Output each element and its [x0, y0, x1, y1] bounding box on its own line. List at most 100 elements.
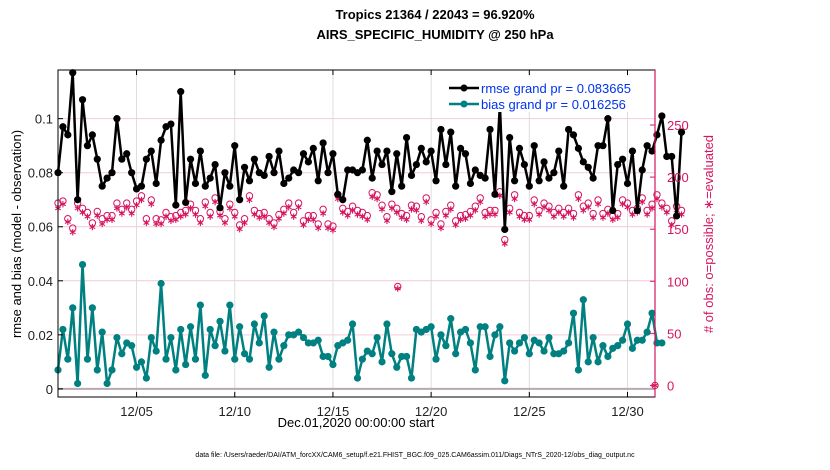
obs-evaluated-marker [555, 209, 562, 216]
bias-point [113, 333, 121, 342]
bias-point [88, 304, 96, 312]
obs-evaluated-marker [369, 193, 376, 201]
bias-point [501, 377, 509, 385]
obs-evaluated-marker [521, 216, 528, 224]
bias-point [466, 339, 475, 347]
obs-evaluated-marker [432, 213, 440, 220]
rmse-point [564, 125, 573, 134]
rmse-point [128, 169, 136, 177]
rmse-point [186, 155, 195, 163]
obs-evaluated-marker [550, 213, 557, 220]
obs-evaluated-marker [477, 198, 484, 206]
rmse-point [417, 144, 425, 152]
obs-evaluated-marker [349, 207, 356, 214]
rmse-point [618, 155, 627, 163]
obs-evaluated-marker [59, 200, 66, 208]
rmse-point [329, 150, 337, 158]
obs-evaluated-marker [604, 210, 611, 217]
obs-evaluated-marker [74, 205, 81, 212]
obs-evaluated-marker [108, 216, 116, 224]
rmse-point [407, 171, 416, 179]
bias-point [452, 350, 460, 358]
obs-evaluated-marker [172, 216, 179, 224]
data-file-footnote: data file: /Users/raeder/DAI/ATM_forcXX/… [195, 452, 635, 459]
obs-evaluated-marker [658, 204, 665, 211]
rmse-point [481, 174, 489, 182]
y-tick-label: 0 [46, 382, 53, 397]
obs-evaluated-marker [639, 198, 646, 206]
obs-evaluated-marker [393, 209, 400, 216]
obs-evaluated-marker [167, 217, 174, 225]
bias-point [393, 363, 401, 371]
bias-point [589, 333, 597, 342]
bias-point [162, 355, 170, 363]
bias-point [186, 323, 195, 331]
rmse-point [113, 115, 121, 123]
bias-point [461, 325, 470, 334]
rmse-point [466, 179, 475, 188]
rmse-point [172, 201, 180, 209]
obs-evaluated-marker [113, 205, 120, 212]
obs-evaluated-marker [69, 229, 76, 236]
bias-point [535, 339, 543, 347]
obs-evaluated-marker [275, 215, 282, 222]
bias-point [638, 336, 646, 344]
bias-point [275, 355, 283, 363]
obs-evaluated-marker [614, 214, 621, 221]
obs-evaluated-marker [590, 214, 597, 221]
series-layer [54, 69, 686, 390]
bias-point [525, 350, 533, 358]
obs-evaluated-marker [143, 219, 150, 227]
rmse-point [285, 174, 293, 182]
obs-evaluated-marker [231, 213, 238, 220]
obs-evaluated-marker [486, 211, 494, 218]
obs-evaluated-marker [202, 203, 209, 210]
bias-point [270, 328, 278, 336]
bias-line [56, 263, 662, 385]
rmse-point [236, 196, 244, 204]
axes-layer: 12/05 12/10 12/15 12/20 12/25 12/30 0 0.02 0.04 0… [28, 70, 689, 419]
bias-point [491, 331, 499, 339]
rmse-point [270, 169, 278, 177]
bias-point [329, 360, 337, 369]
legend-rmse-marker [460, 84, 468, 92]
rmse-point [510, 177, 519, 185]
bias-point [255, 339, 263, 347]
bias-point [623, 320, 632, 328]
obs-evaluated-marker [575, 195, 582, 203]
bias-point [231, 355, 239, 363]
bias-point [506, 339, 514, 347]
rmse-point [231, 142, 239, 150]
rmse-point [648, 147, 656, 155]
obs-evaluated-marker [315, 224, 322, 232]
rmse-point [324, 169, 332, 177]
obs-evaluated-marker [138, 196, 145, 204]
obs-evaluated-marker [192, 211, 199, 218]
bias-point [182, 360, 190, 369]
obs-evaluated-marker [280, 210, 287, 217]
obs-evaluated-marker [526, 216, 533, 224]
rmse-point [275, 147, 283, 155]
y-tick-label: 0.06 [28, 220, 53, 235]
y2-tick-label: 250 [667, 118, 689, 133]
obs-evaluated-marker [246, 196, 253, 204]
obs-evaluated-marker [383, 217, 390, 225]
rmse-point [373, 147, 381, 155]
obs-evaluated-marker [403, 216, 410, 224]
bias-point [353, 374, 362, 382]
rmse-point [550, 169, 558, 177]
y2-tick-label: 200 [667, 170, 689, 185]
x-tick-label: 12/15 [317, 404, 350, 419]
obs-evaluated-marker [212, 198, 219, 206]
obs-evaluated-marker [570, 214, 577, 221]
rmse-point [628, 147, 637, 155]
legend: rmse grand pr = 0.083665 bias grand pr =… [447, 76, 647, 112]
bias-point [103, 379, 111, 388]
bias-point [599, 342, 607, 350]
rmse-point [137, 182, 146, 190]
rmse-point [226, 182, 234, 190]
obs-evaluated-marker [599, 214, 607, 221]
obs-evaluated-marker [452, 221, 459, 229]
chart-subtitle: AIRS_SPECIFIC_HUMIDITY @ 250 hPa [316, 27, 554, 42]
bias-point [260, 312, 268, 320]
